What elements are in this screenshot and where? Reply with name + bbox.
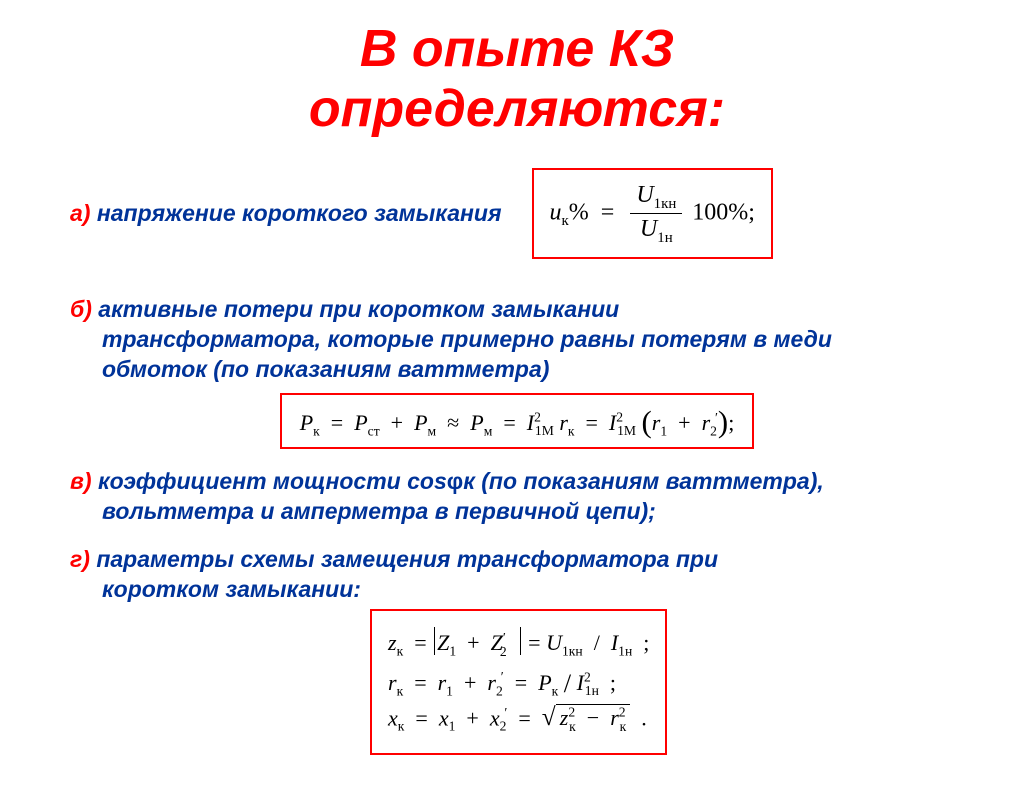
item-a: а) напряжение короткого замыкания uк% = …: [70, 168, 964, 260]
item-c-text: в) коэффициент мощности cosφк (по показа…: [70, 467, 964, 527]
formula-b: Pк = Pст + Pм ≈ Pм = I21М rк = I21М (r1 …: [280, 393, 755, 449]
item-c-label: в): [70, 468, 92, 494]
item-a-body: напряжение короткого замыкания: [97, 200, 502, 226]
item-a-label: а): [70, 200, 90, 226]
slide-title: В опыте КЗ определяются:: [70, 20, 964, 140]
item-a-text: а) напряжение короткого замыкания: [70, 199, 502, 229]
item-b: б) активные потери при коротком замыкани…: [70, 295, 964, 449]
formula-a: uк% = U1кн U1н 100%;: [532, 168, 773, 260]
item-b-label: б): [70, 296, 92, 322]
title-line-1: В опыте КЗ: [360, 20, 674, 78]
title-line-2: определяются:: [309, 80, 725, 138]
formula-d: zк = Z1 + Z′2 = U1кн / I1н ; rк = r1: [370, 609, 667, 755]
item-b-text: б) активные потери при коротком замыкани…: [70, 295, 964, 385]
item-d-text: г) параметры схемы замещения трансформат…: [70, 545, 964, 605]
item-c: в) коэффициент мощности cosφк (по показа…: [70, 467, 964, 527]
item-d-label: г): [70, 546, 90, 572]
slide: В опыте КЗ определяются: а) напряжение к…: [0, 0, 1024, 785]
item-d: г) параметры схемы замещения трансформат…: [70, 545, 964, 754]
